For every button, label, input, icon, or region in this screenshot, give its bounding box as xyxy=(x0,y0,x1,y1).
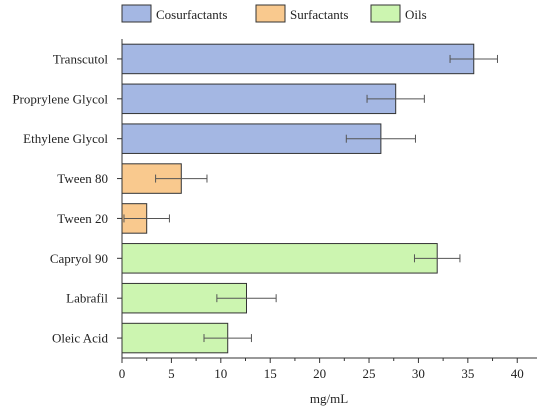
legend-swatch-cosurfactants xyxy=(121,4,152,23)
x-tick-label-35: 35 xyxy=(461,366,474,381)
x-tick-label-10: 10 xyxy=(214,366,227,381)
x-tick-label-40: 40 xyxy=(511,366,524,381)
x-axis-title: mg/mL xyxy=(310,391,348,406)
bar-capryol-90 xyxy=(121,243,438,274)
x-tick-label-20: 20 xyxy=(313,366,326,381)
axes-group: Transcutol Proprylene Glycol Ethylene Glyc… xyxy=(12,39,537,381)
legend-label-surfactants: Surfactants xyxy=(290,7,348,22)
bar-proprylene-glycol xyxy=(121,83,397,115)
category-label-tween-20: Tween 20 xyxy=(57,211,108,226)
category-label-ethylene-glycol: Ethylene Glycol xyxy=(23,131,108,146)
bar-ethylene-glycol xyxy=(121,123,382,154)
x-tick-label-5: 5 xyxy=(168,366,175,381)
category-label-proprylene-glycol: Proprylene Glycol xyxy=(12,91,108,106)
x-tick-label-15: 15 xyxy=(264,366,277,381)
legend-swatch-surfactants xyxy=(255,4,286,23)
legend-swatch-oils xyxy=(370,4,401,23)
category-label-labrafil: Labrafil xyxy=(66,291,108,306)
legend: Cosurfactants Surfactants Oils xyxy=(121,4,427,23)
error-bars-group xyxy=(123,54,498,343)
legend-label-cosurfactants: Cosurfactants xyxy=(156,7,227,22)
bars-group xyxy=(121,43,475,354)
category-label-tween-80: Tween 80 xyxy=(57,171,108,186)
x-tick-label-30: 30 xyxy=(412,366,425,381)
x-tick-label-0: 0 xyxy=(119,366,126,381)
x-tick-label-25: 25 xyxy=(363,366,376,381)
legend-label-oils: Oils xyxy=(405,7,427,22)
category-label-transcutol: Transcutol xyxy=(53,51,109,66)
category-label-capryol-90: Capryol 90 xyxy=(50,251,108,266)
bar-transcutol xyxy=(121,43,475,75)
category-label-oleic-acid: Oleic Acid xyxy=(52,331,108,346)
